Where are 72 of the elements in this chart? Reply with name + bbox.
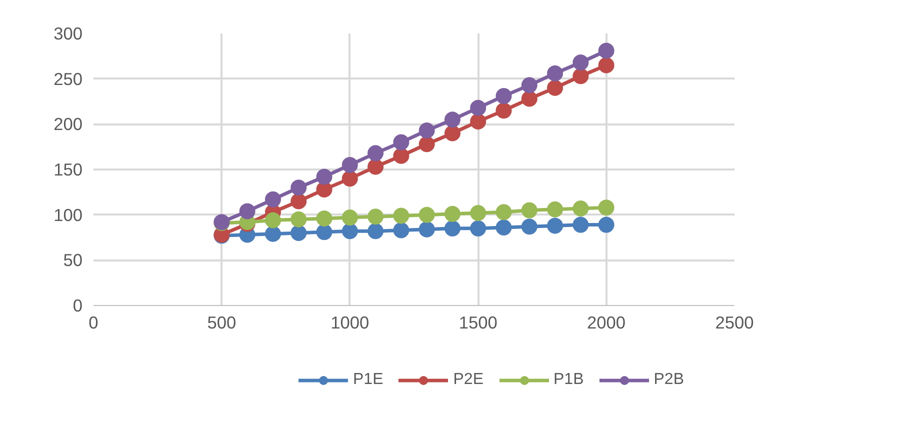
point: [547, 201, 564, 218]
x-tick-label: 0: [88, 312, 98, 332]
point: [572, 216, 589, 233]
point: [496, 204, 512, 220]
point: [316, 224, 332, 240]
point: [316, 168, 332, 185]
y-tick-label: 300: [54, 24, 83, 44]
y-tick-label: 150: [54, 160, 83, 180]
point: [290, 224, 307, 241]
point: [418, 206, 435, 223]
y-tick-label: 50: [63, 250, 83, 270]
point: [496, 88, 512, 104]
point: [598, 200, 614, 216]
point: [521, 90, 538, 107]
point: [598, 216, 614, 233]
legend-label: P1E: [353, 371, 384, 389]
point: [418, 136, 435, 152]
y-tick-label: 0: [72, 296, 83, 316]
point: [342, 156, 358, 173]
y-tick-label: 100: [54, 204, 83, 225]
point: [496, 220, 512, 236]
point: [572, 54, 589, 70]
point: [444, 125, 460, 142]
x-tick-label: 2500: [715, 312, 754, 332]
point: [547, 218, 564, 234]
point: [393, 134, 410, 150]
point: [239, 203, 256, 220]
y-tick-label: 200: [54, 114, 83, 134]
legend-label: P1B: [554, 371, 584, 389]
point: [393, 208, 410, 224]
point: [444, 112, 460, 128]
point: [444, 220, 460, 236]
point: [368, 158, 384, 175]
point: [368, 208, 384, 225]
point: [521, 218, 538, 235]
point: [264, 191, 281, 208]
legend-label: P2B: [654, 371, 684, 389]
point: [368, 223, 384, 240]
point: [521, 77, 538, 94]
point: [368, 145, 384, 162]
x-tick-label: 1500: [458, 312, 498, 332]
point: [393, 222, 410, 238]
point: [342, 210, 358, 226]
legend-label: P2E: [453, 371, 484, 389]
point: [342, 223, 358, 240]
point: [572, 68, 589, 84]
point: [598, 57, 614, 74]
point: [290, 211, 307, 228]
point: [418, 122, 435, 138]
point: [521, 202, 538, 218]
point: [598, 42, 614, 59]
point: [418, 221, 435, 238]
x-tick-label: 2000: [587, 312, 626, 332]
point: [444, 206, 460, 222]
point: [264, 212, 281, 228]
point: [470, 205, 486, 222]
point: [572, 200, 589, 216]
point: [496, 102, 512, 119]
point: [290, 193, 307, 210]
point: [393, 148, 410, 164]
y-tick-label: 250: [54, 68, 83, 89]
point: [316, 210, 332, 226]
point: [470, 220, 486, 236]
point: [470, 100, 486, 116]
point: [342, 170, 358, 187]
point: [264, 226, 281, 242]
point: [290, 180, 307, 196]
point: [547, 65, 564, 82]
point: [547, 80, 564, 96]
x-tick-label: 500: [207, 312, 236, 332]
point: [470, 113, 486, 130]
x-tick-label: 1000: [330, 312, 370, 332]
